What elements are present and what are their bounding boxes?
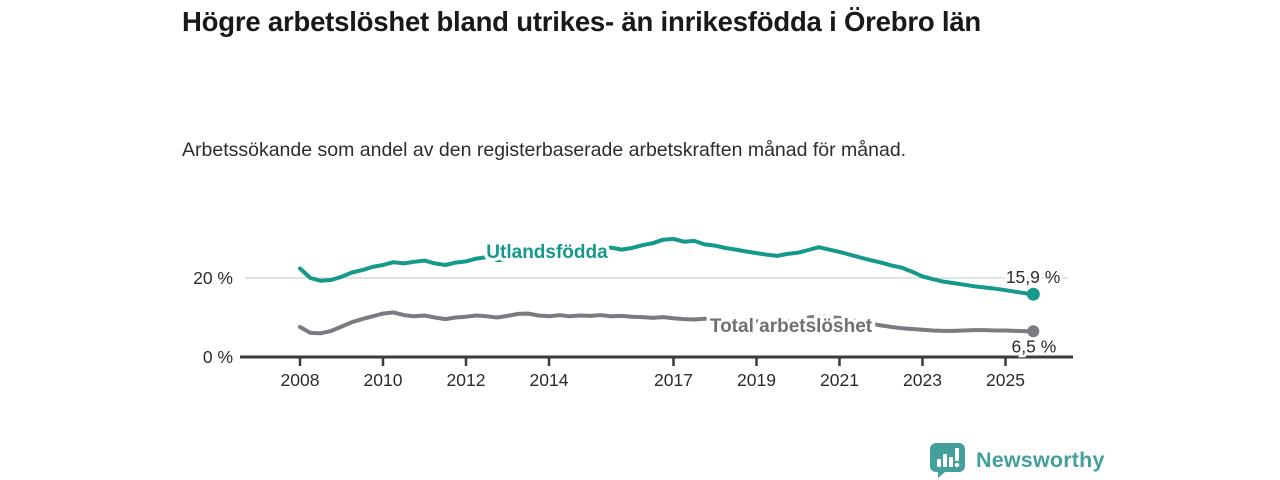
x-tick-label: 2025 (986, 370, 1025, 390)
y-axis-label-20: 20 % (193, 268, 233, 288)
series-label-total: Total arbetslöshet (710, 316, 873, 337)
line-total-arbetsloshet (298, 310, 1036, 336)
page-title: Högre arbetslöshet bland utrikes- än inr… (182, 6, 982, 37)
end-value-utlandsfodda: 15,9 % (1006, 267, 1060, 287)
x-tick-label: 2008 (281, 370, 320, 390)
y-axis-label-0: 0 % (203, 347, 233, 367)
newsworthy-brand: Newsworthy (929, 442, 1105, 478)
end-dot-total (1027, 325, 1040, 338)
series-label-utlandsfodda: Utlandsfödda (486, 242, 608, 263)
line-utlandsfodda (298, 236, 1036, 297)
x-tick-label: 2023 (903, 370, 942, 390)
end-dot-utlandsfodda (1026, 287, 1040, 301)
x-tick-label: 2019 (737, 370, 776, 390)
x-tick-label: 2010 (364, 370, 403, 390)
x-tick-label: 2021 (820, 370, 859, 390)
x-tick-label: 2014 (530, 370, 569, 390)
x-tick-label: 2017 (654, 370, 693, 390)
x-axis: 2008 2010 2012 2014 2017 2019 2021 2023 2025 (240, 355, 1073, 390)
newsworthy-logo-icon (930, 443, 965, 478)
end-value-total: 6,5 % (1012, 336, 1057, 356)
brand-name: Newsworthy (976, 447, 1105, 472)
x-tick-label: 2012 (447, 370, 486, 390)
chart-subtitle: Arbetssökande som andel av den registerb… (182, 139, 907, 161)
